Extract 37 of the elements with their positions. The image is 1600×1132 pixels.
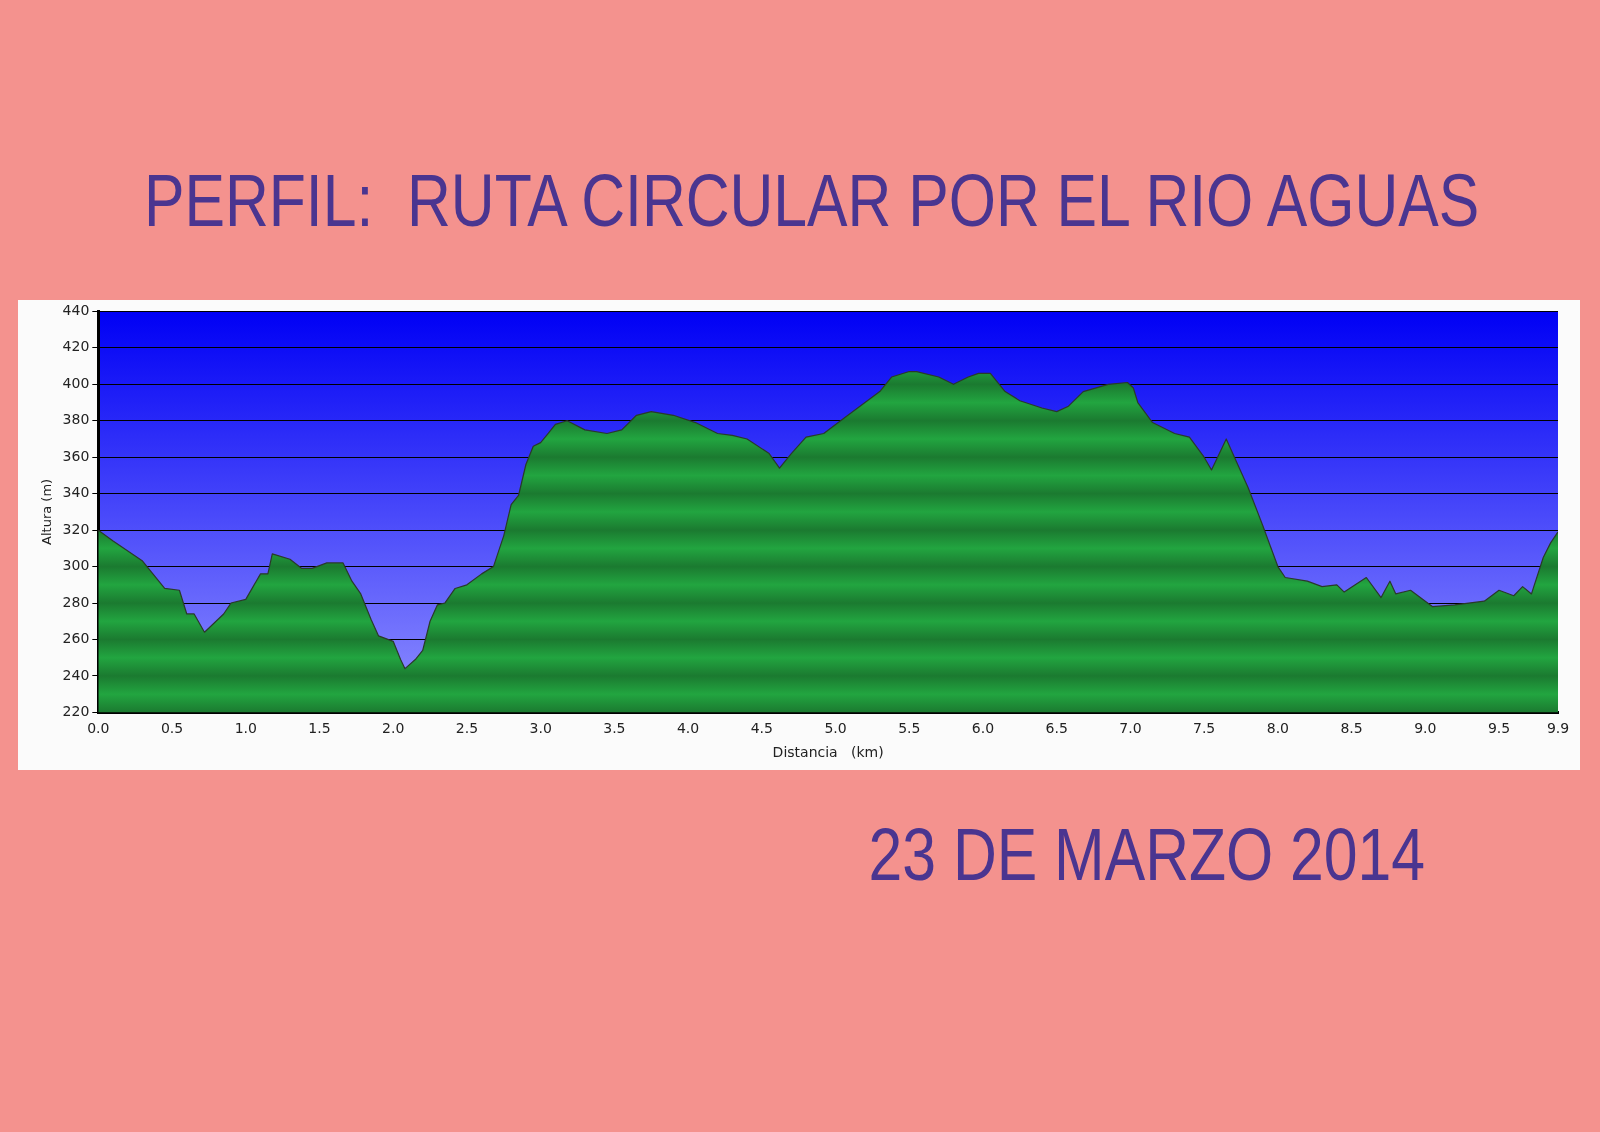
x-tick-label: 1.0 [234, 720, 257, 737]
y-tick-label: 400 [62, 374, 90, 391]
y-tick-label: 220 [62, 703, 90, 720]
y-tick-label: 260 [62, 630, 90, 647]
x-tick-label: 9.5 [1487, 720, 1511, 737]
y-tick-label: 440 [62, 302, 90, 319]
x-tick-label: 0.0 [87, 720, 110, 737]
x-tick-label: 5.5 [898, 720, 921, 737]
x-tick-label: 2.5 [455, 720, 479, 737]
x-tick-label: 8.5 [1340, 720, 1363, 737]
y-tick-label: 240 [62, 666, 90, 683]
y-tick-label: 380 [62, 411, 90, 428]
y-axis-title: Altura (m) [39, 478, 55, 545]
x-tick-label: 0.5 [160, 720, 184, 737]
x-tick-label: 8.0 [1266, 720, 1289, 737]
text: 23 DE MARZO 2014 [868, 812, 1426, 897]
y-tick-label: 420 [62, 338, 90, 355]
x-tick-label: 9.9 [1546, 720, 1570, 737]
x-tick-label: 4.5 [750, 720, 773, 737]
x-tick-label: 5.0 [824, 720, 847, 737]
chart-title: PERFIL: RUTA CIRCULAR POR EL RIO AGUAS [144, 158, 1480, 243]
y-tick-label: 300 [62, 557, 90, 574]
x-tick-label: 2.0 [382, 720, 405, 737]
y-tick-label: 340 [62, 484, 90, 501]
x-tick-label: 4.0 [676, 720, 700, 737]
y-tick-label: 280 [62, 593, 90, 610]
x-tick-label: 3.5 [603, 720, 626, 737]
x-tick-label: 7.5 [1193, 720, 1216, 737]
x-tick-label: 6.5 [1045, 720, 1068, 737]
x-axis-title: Distancia (km) [772, 744, 884, 761]
y-tick-label: 360 [62, 447, 90, 464]
x-tick-label: 9.0 [1414, 720, 1437, 737]
y-tick-label: 320 [62, 520, 90, 537]
x-tick-label: 1.5 [308, 720, 331, 737]
x-tick-label: 3.0 [529, 720, 552, 737]
x-tick-label: 6.0 [971, 720, 995, 737]
x-tick-label: 7.0 [1119, 720, 1142, 737]
